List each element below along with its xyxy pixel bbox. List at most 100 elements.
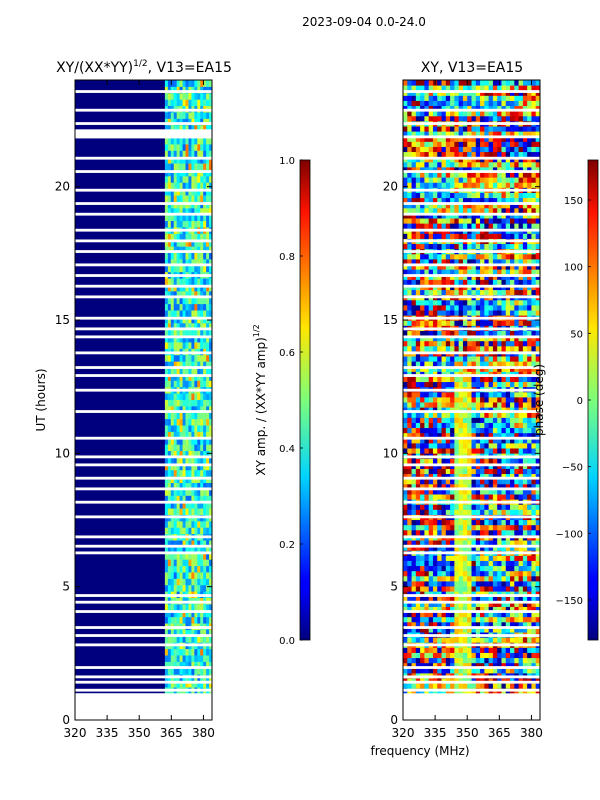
amplitude-cell: [167, 361, 172, 368]
amplitude-cell: [191, 431, 195, 439]
amplitude-cell: [167, 303, 172, 311]
phase-cell: [450, 381, 455, 388]
amplitude-cell: [185, 322, 189, 330]
phase-cell: [514, 253, 520, 260]
amplitude-cell: [176, 527, 181, 535]
phase-cell: [535, 335, 540, 342]
phase-cell: [531, 570, 537, 577]
amplitude-cell: [179, 450, 184, 458]
amplitude-cell: [185, 124, 189, 132]
phase-cell: [510, 427, 515, 434]
phase-cell: [497, 192, 502, 199]
phase-cell: [471, 575, 477, 582]
phase-cell: [424, 473, 430, 480]
phase-cell: [484, 545, 490, 551]
amplitude-cell: [179, 303, 184, 311]
phase-cell: [531, 529, 537, 536]
phase-cell: [424, 458, 430, 464]
phase-cell: [480, 483, 485, 490]
amplitude-cell: [194, 450, 198, 458]
amplitude-cell: [170, 278, 175, 285]
amplitude-cell: [197, 501, 201, 509]
phase-cell: [432, 172, 438, 178]
amplitude-cell: [188, 310, 192, 317]
phase-cell: [475, 212, 481, 219]
phase-cell: [403, 601, 408, 607]
amplitude-cell: [185, 175, 189, 183]
amplitude-cell: [209, 207, 212, 215]
phase-cell: [441, 580, 447, 587]
phase-cell: [497, 591, 502, 597]
amplitude-cell: [197, 354, 201, 362]
phase-cell: [432, 662, 438, 669]
amplitude-cell: [182, 508, 187, 515]
phase-cell: [505, 279, 511, 285]
amplitude-cell: [191, 380, 195, 388]
phase-cell: [535, 253, 540, 260]
phase-cell: [432, 289, 438, 296]
phase-cell: [497, 575, 502, 582]
phase-cell: [522, 555, 528, 561]
phase-cell: [480, 478, 485, 485]
amplitude-cell: [203, 156, 207, 164]
phase-cell: [445, 647, 451, 653]
amplitude-cell: [197, 367, 201, 375]
phase-cell: [510, 233, 515, 239]
amplitude-cell: [185, 156, 189, 164]
phase-cell: [535, 437, 540, 444]
phase-cell: [484, 376, 490, 383]
phase-cell: [505, 274, 511, 280]
phase-cell: [471, 177, 477, 183]
amplitude-cell: [194, 246, 198, 253]
phase-cell: [527, 223, 532, 229]
phase-cell: [407, 304, 413, 311]
phase-cell: [407, 218, 413, 224]
phase-cell: [484, 616, 490, 623]
amplitude-gap-row: [75, 515, 212, 519]
amplitude-cell: [167, 508, 172, 515]
amplitude-cell: [170, 329, 175, 337]
amplitude-cell: [170, 163, 175, 170]
phase-cell: [462, 494, 468, 500]
phase-cell: [514, 192, 520, 199]
phase-cell: [501, 166, 507, 173]
amplitude-cell: [200, 290, 204, 298]
amplitude-cell: [164, 603, 169, 611]
amplitude-cell: [197, 124, 201, 132]
amplitude-cell: [176, 329, 181, 337]
amplitude-cell: [209, 175, 212, 183]
amplitude-cell: [200, 610, 204, 618]
phase-cell: [458, 177, 464, 183]
phase-cell: [518, 361, 524, 367]
amplitude-cell: [179, 501, 184, 509]
amplitude-cell: [176, 655, 181, 662]
phase-cell: [488, 555, 494, 561]
amplitude-cell: [206, 182, 210, 190]
phase-cell: [531, 391, 537, 398]
phase-cell: [505, 299, 511, 306]
amplitude-cell: [197, 527, 201, 535]
phase-cell: [420, 560, 425, 567]
phase-cell: [411, 335, 417, 342]
phase-cell: [510, 177, 515, 183]
phase-cell: [522, 381, 528, 388]
phase-cell: [411, 356, 417, 362]
amplitude-cell: [197, 488, 201, 496]
amplitude-cell: [176, 405, 181, 413]
phase-cell: [415, 407, 421, 413]
amplitude-cell: [197, 329, 201, 337]
amplitude-cell: [191, 540, 195, 547]
phase-cell: [450, 652, 455, 659]
amplitude-cell: [164, 220, 169, 228]
phase-cell: [531, 279, 537, 285]
phase-cell: [522, 330, 528, 337]
amplitude-cell: [173, 354, 178, 362]
amplitude-gap-row: [75, 500, 212, 504]
phase-cell: [403, 366, 408, 372]
amplitude-cell: [185, 246, 189, 253]
amplitude-cell: [194, 150, 198, 158]
amplitude-cell: [197, 610, 201, 618]
phase-cell: [471, 376, 477, 383]
phase-cell: [522, 376, 528, 383]
phase-cell: [437, 626, 443, 633]
